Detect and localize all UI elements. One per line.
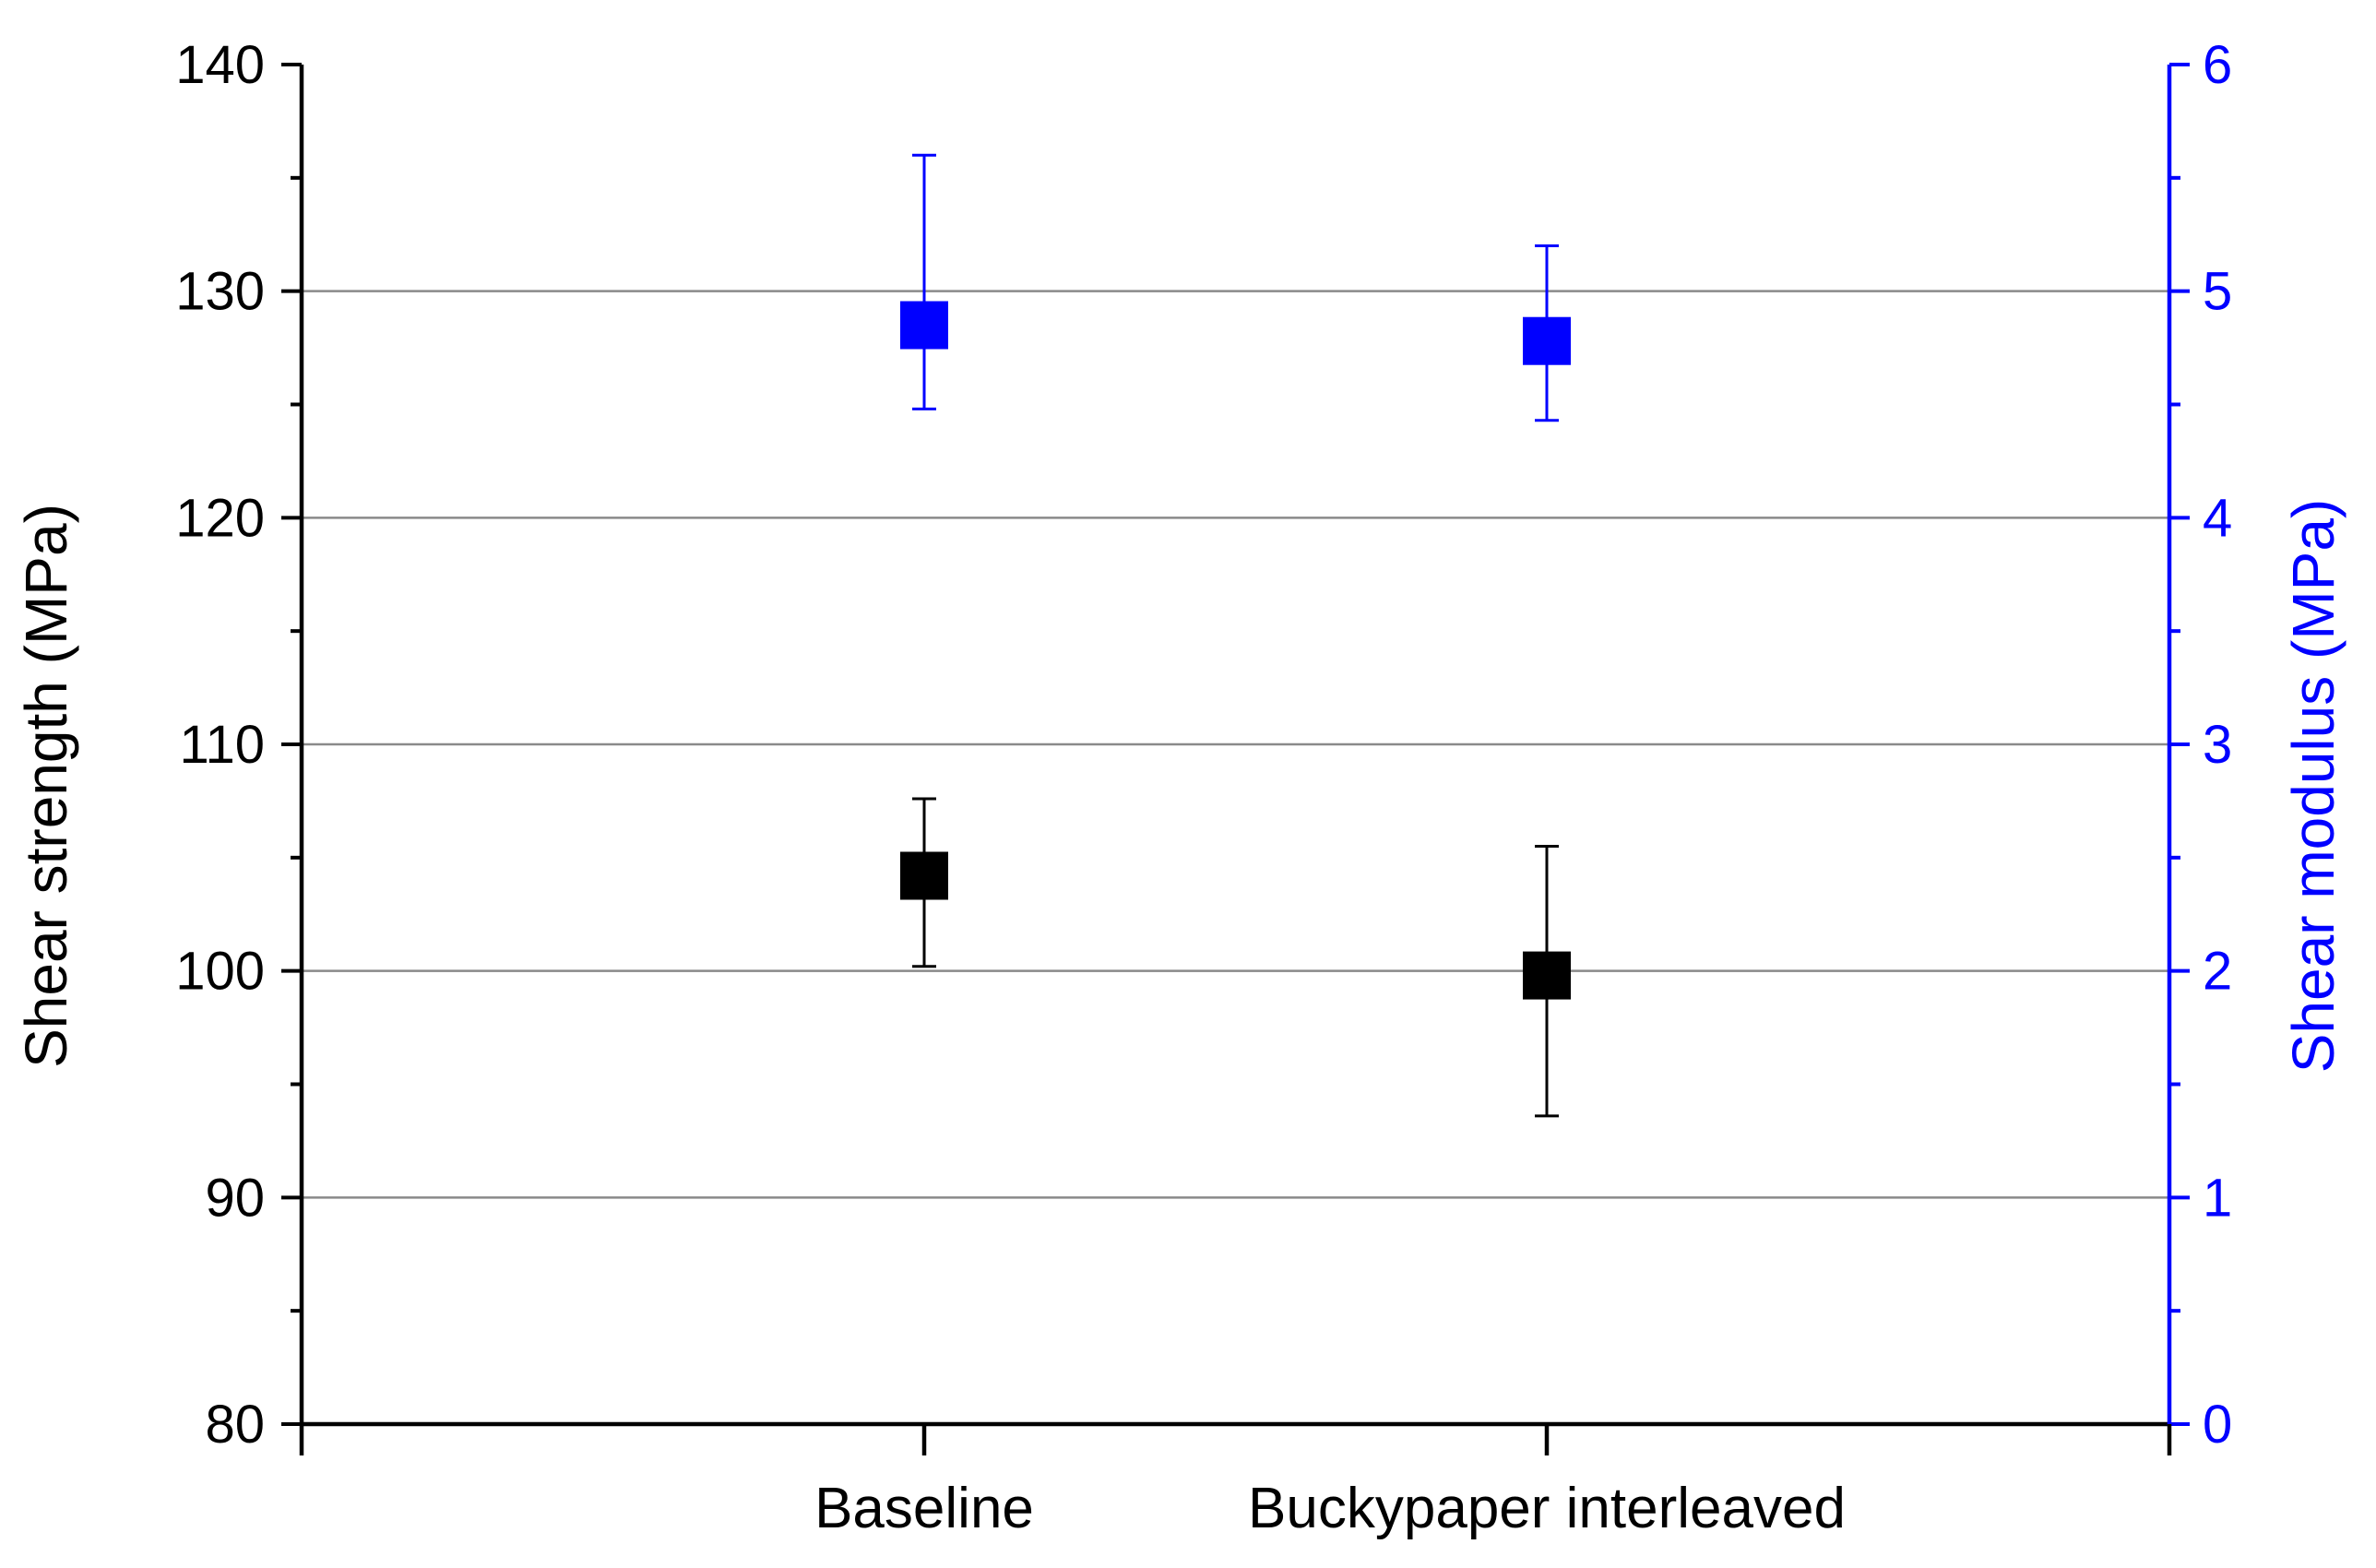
x-category-label: Buckypaper interleaved xyxy=(1248,1477,1846,1540)
right-axis-label: Shear modulus (MPa) xyxy=(2280,499,2346,1073)
left-tick-label: 130 xyxy=(175,262,265,322)
series-shear-modulus xyxy=(900,153,1571,422)
data-point xyxy=(900,851,948,900)
series-shear-strength xyxy=(900,797,1571,1118)
right-tick-label: 5 xyxy=(2203,262,2232,322)
right-tick-label: 4 xyxy=(2203,488,2232,548)
axis-labels: Shear strength (MPa) Shear modulus (MPa)… xyxy=(13,35,2346,1540)
data-series xyxy=(900,153,1571,1118)
left-tick-label: 90 xyxy=(205,1168,265,1228)
left-axis-label: Shear strength (MPa) xyxy=(13,504,79,1068)
right-tick-label: 2 xyxy=(2203,942,2232,1002)
grid-lines xyxy=(302,290,2169,1199)
left-tick-label: 110 xyxy=(180,715,265,775)
data-point xyxy=(1523,316,1571,365)
left-tick-label: 100 xyxy=(175,942,265,1002)
left-tick-label: 80 xyxy=(205,1395,265,1455)
right-tick-label: 3 xyxy=(2203,715,2232,775)
x-category-label: Baseline xyxy=(814,1477,1034,1540)
data-point xyxy=(1523,951,1571,1000)
right-tick-label: 6 xyxy=(2203,35,2232,95)
left-tick-label: 140 xyxy=(175,35,265,95)
right-tick-label: 0 xyxy=(2203,1395,2232,1455)
right-tick-label: 1 xyxy=(2203,1168,2232,1228)
axes xyxy=(281,63,2190,1455)
left-tick-label: 120 xyxy=(175,488,265,548)
data-point xyxy=(900,301,948,350)
